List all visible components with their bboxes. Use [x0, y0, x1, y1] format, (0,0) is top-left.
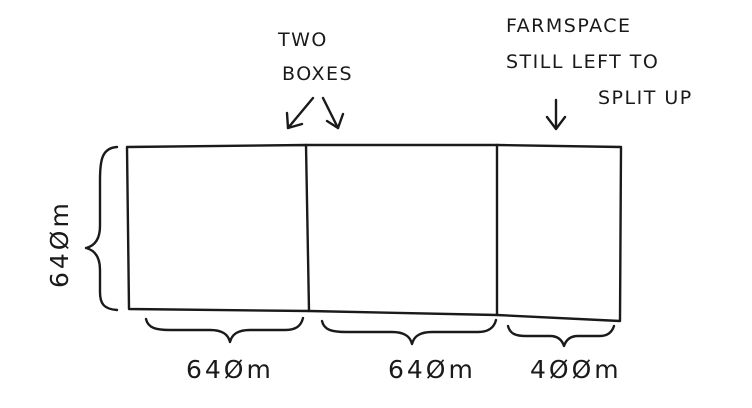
arrow-left-icon	[285, 96, 315, 130]
arrow-down-icon	[545, 98, 567, 131]
remaining-label-line-2: STILL LEFT TO	[506, 51, 659, 73]
remaining-label-line-1: FARMSPACE	[506, 15, 632, 37]
two-boxes-label-line-1: TWO	[277, 29, 328, 51]
remainder-area	[495, 143, 623, 323]
box-1-width-brace	[144, 316, 305, 344]
box-2-width-label: 64Øm	[388, 355, 476, 384]
farm-rectangle	[125, 143, 623, 323]
box-1	[125, 143, 311, 313]
box-1-width-label: 64Øm	[186, 355, 274, 384]
two-boxes-label-line-2: BOXES	[282, 63, 353, 85]
height-label: 64Øm	[45, 200, 74, 288]
remainder-width-brace	[506, 324, 616, 348]
arrow-right-icon	[321, 96, 345, 130]
height-brace	[84, 145, 119, 312]
remaining-label-line-3: SPLIT UP	[598, 87, 693, 109]
box-2-width-brace	[320, 318, 498, 346]
box-2	[304, 143, 499, 317]
remainder-width-label: 4ØØm	[530, 355, 622, 384]
